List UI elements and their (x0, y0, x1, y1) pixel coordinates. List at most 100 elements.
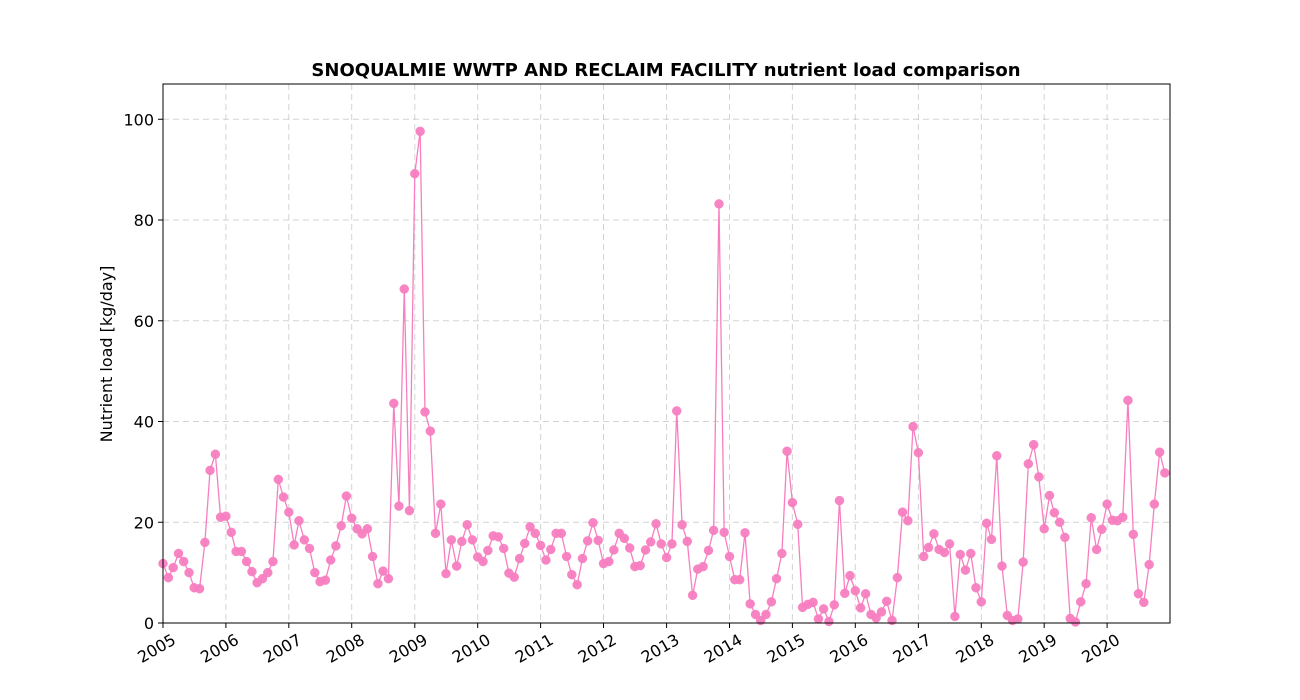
data-point (782, 446, 792, 456)
data-point (939, 547, 950, 558)
data-point (850, 586, 861, 596)
data-point (567, 569, 577, 580)
data-point (1128, 529, 1139, 540)
data-point (1039, 524, 1049, 534)
data-point (268, 556, 278, 567)
y-axis-title: Nutrient load [kg/day] (97, 266, 116, 443)
data-point (168, 562, 178, 573)
data-point (745, 599, 755, 609)
data-point (310, 567, 320, 578)
grid-lines (162, 84, 1170, 623)
data-point (1091, 544, 1102, 555)
chart-title: SNOQUALMIE WWTP AND RECLAIM FACILITY nut… (311, 60, 1020, 81)
data-point (719, 527, 729, 538)
data-point (509, 572, 519, 582)
data-point (1144, 559, 1154, 570)
data-point (436, 499, 446, 509)
data-point (194, 584, 205, 594)
data-point (698, 561, 708, 572)
data-point (593, 535, 603, 546)
data-point (1054, 517, 1065, 527)
data-point (535, 540, 546, 551)
data-point (1070, 617, 1081, 627)
data-point (818, 604, 829, 614)
data-point (404, 505, 415, 516)
data-point (881, 596, 892, 607)
data-point (556, 528, 567, 539)
data-point (378, 566, 388, 576)
data-point (1034, 472, 1044, 482)
data-point (530, 528, 541, 539)
data-point (855, 603, 866, 613)
data-point (1149, 499, 1160, 509)
data-point (173, 548, 184, 559)
data-point (457, 536, 467, 547)
data-point (887, 615, 897, 626)
data-point (294, 515, 304, 526)
data-point (263, 567, 273, 578)
data-point (824, 616, 834, 627)
data-point (687, 590, 698, 601)
data-point (493, 532, 504, 542)
data-point (1049, 507, 1060, 518)
data-point (399, 284, 410, 294)
data-point (677, 520, 687, 530)
data-point (572, 579, 582, 590)
data-point (829, 600, 840, 610)
data-point (771, 573, 782, 584)
data-point (960, 565, 971, 575)
data-point (331, 541, 341, 551)
data-point (1097, 524, 1107, 535)
data-point (1154, 447, 1165, 457)
data-point (992, 451, 1002, 461)
data-point (808, 597, 818, 608)
data-point (184, 567, 194, 578)
data-point (498, 543, 509, 554)
data-point (441, 568, 451, 579)
data-point (981, 518, 992, 529)
data-point (299, 535, 310, 545)
data-point (734, 574, 745, 585)
data-point (604, 556, 614, 567)
data-point (346, 513, 357, 523)
data-point (221, 511, 231, 521)
data-point (860, 589, 871, 599)
data-point (205, 465, 215, 476)
data-point (944, 539, 955, 549)
data-point (210, 449, 221, 459)
data-point (582, 536, 593, 546)
data-point (389, 398, 399, 409)
data-point (577, 553, 588, 564)
data-point (1023, 459, 1034, 469)
data-point (425, 426, 436, 436)
data-point (325, 555, 336, 565)
data-point (341, 491, 352, 501)
data-point (1044, 490, 1055, 501)
data-point (320, 575, 331, 585)
data-point (950, 611, 960, 622)
data-point (971, 582, 981, 593)
data-point (640, 545, 651, 555)
data-point (446, 535, 457, 545)
data-point (708, 525, 719, 536)
data-point (163, 572, 174, 583)
data-point (178, 556, 189, 567)
data-point (1139, 597, 1149, 608)
data-point (656, 539, 666, 549)
data-point (588, 518, 598, 528)
data-point (394, 501, 404, 511)
data-point (1160, 468, 1170, 478)
data-point (483, 545, 493, 556)
y-tick-label: 20 (134, 513, 154, 532)
data-point (918, 551, 929, 562)
data-point (241, 556, 252, 567)
data-point (672, 406, 682, 416)
data-point (284, 507, 294, 517)
data-point (1075, 597, 1086, 607)
data-point (546, 544, 556, 555)
data-point (1102, 499, 1112, 509)
data-point (336, 521, 346, 531)
data-point (986, 534, 997, 545)
data-point (236, 546, 247, 557)
